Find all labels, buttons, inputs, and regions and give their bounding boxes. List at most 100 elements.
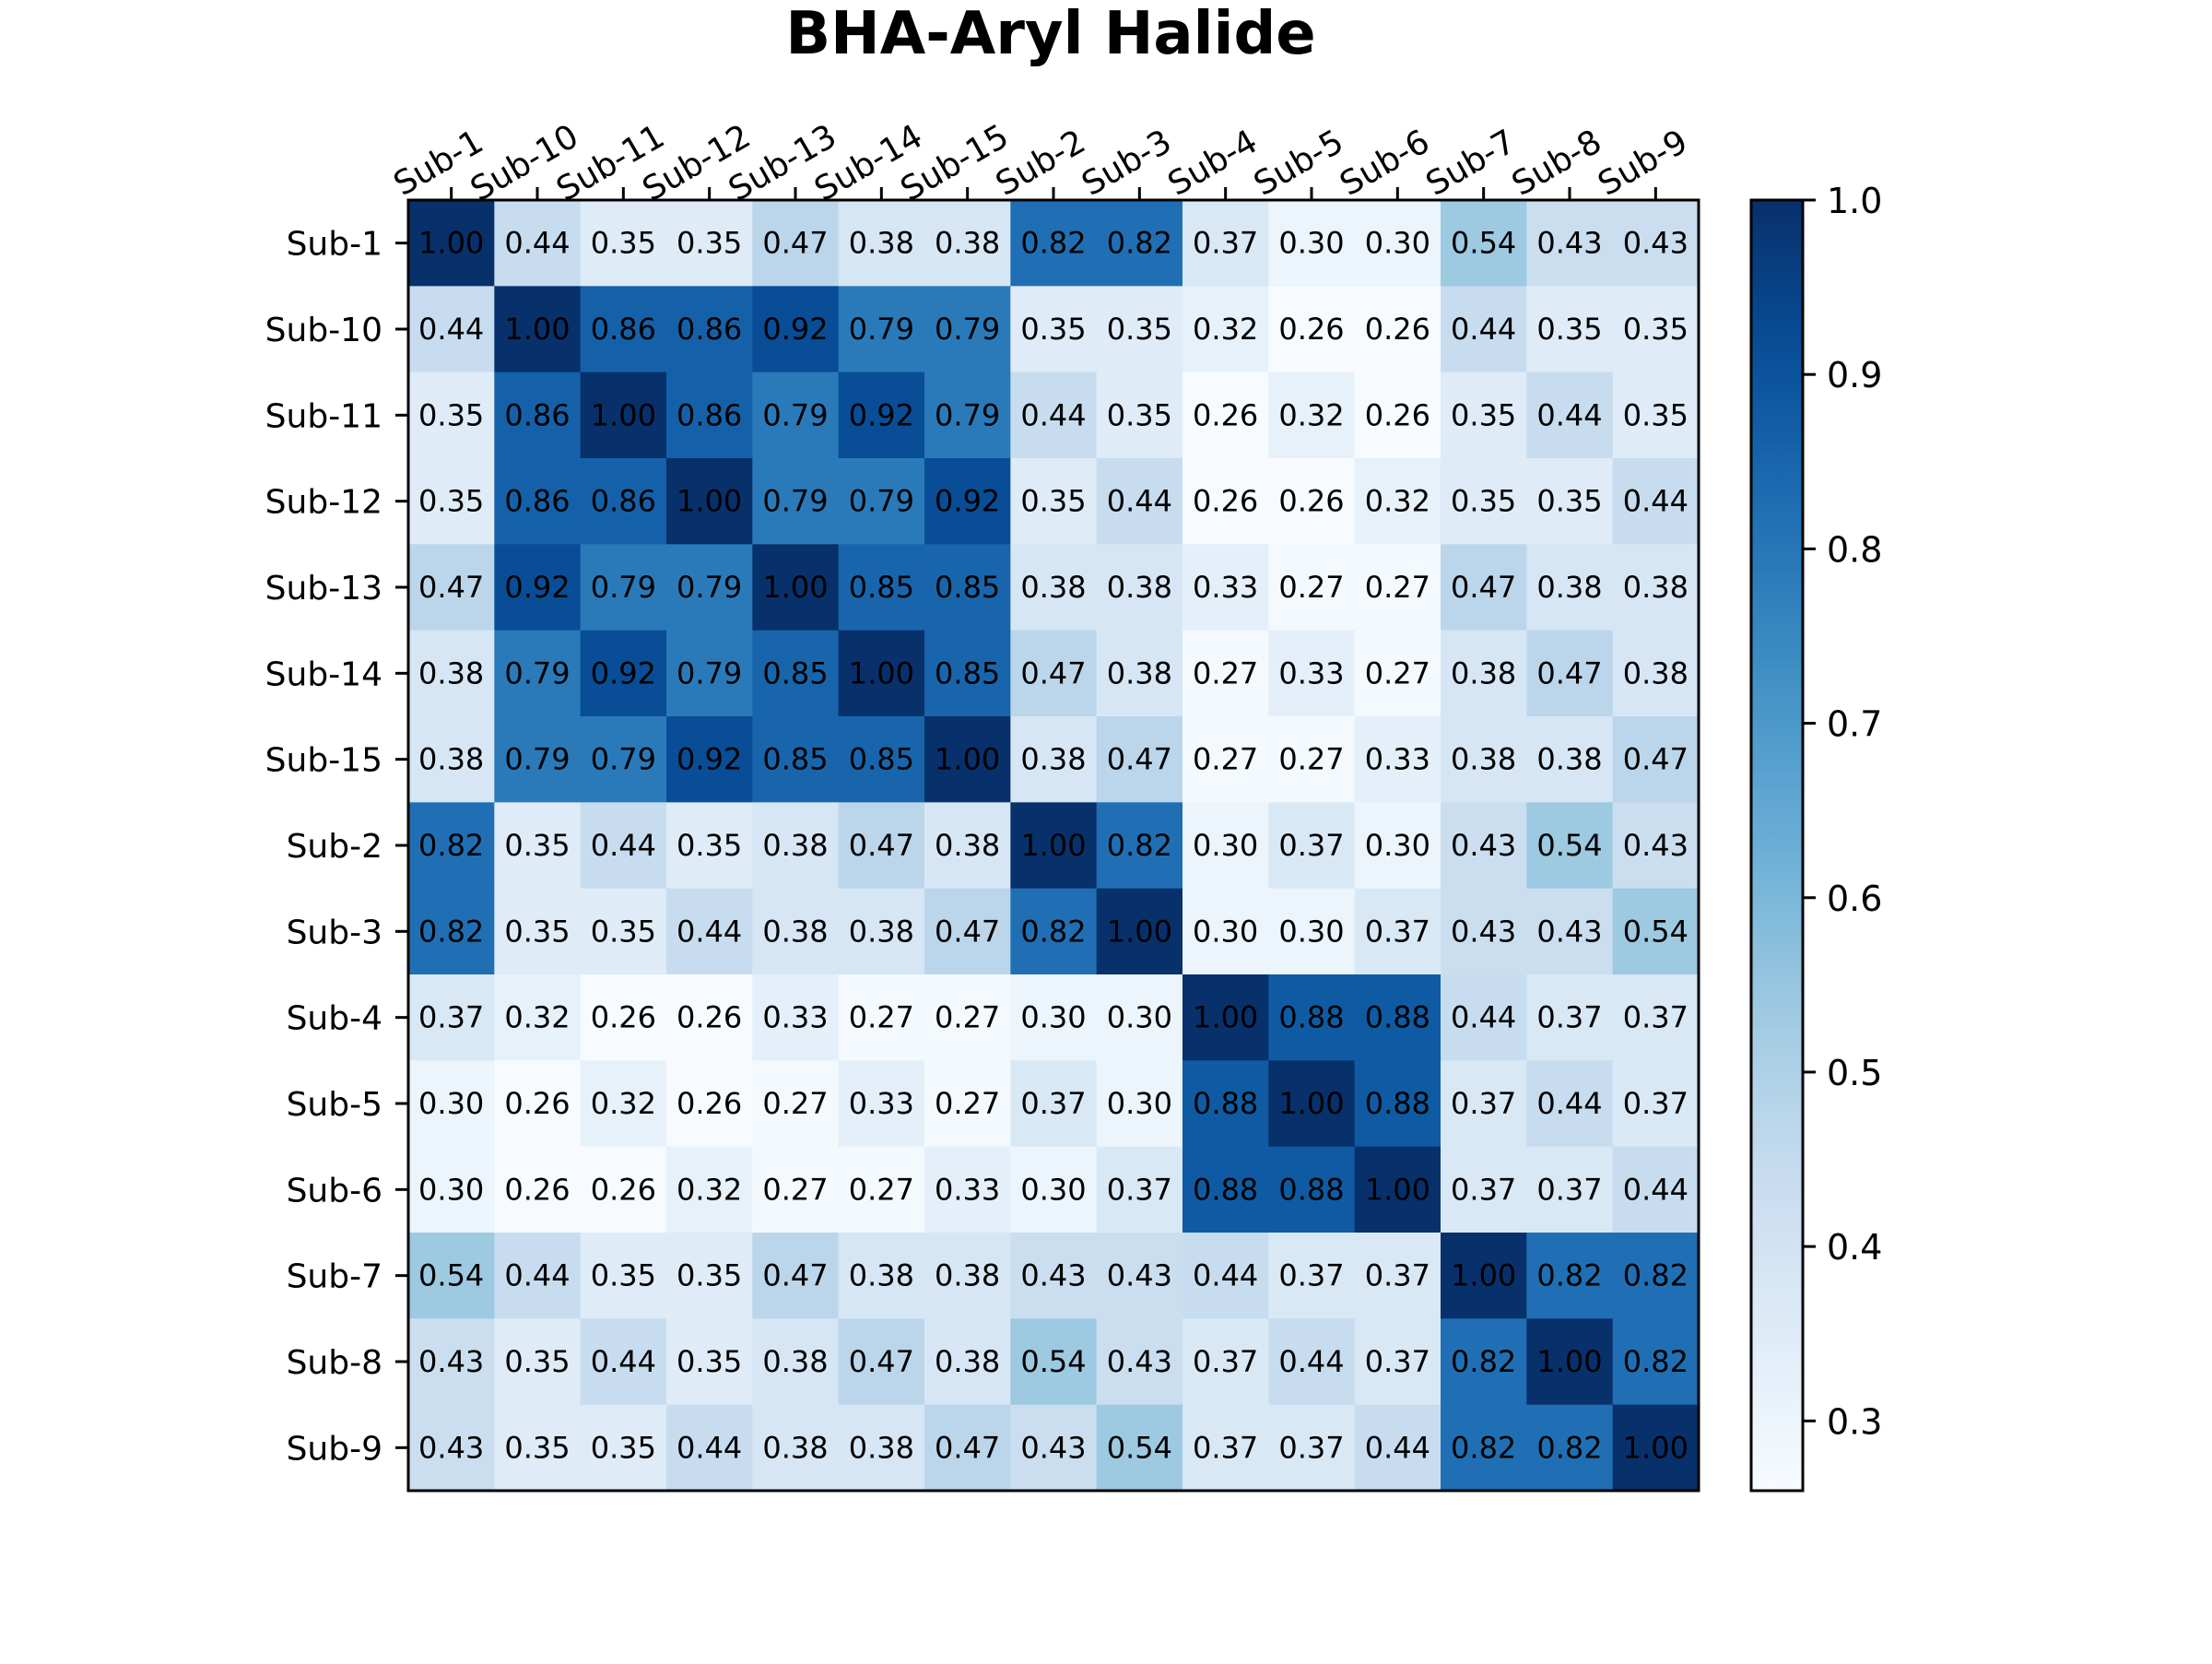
heatmap-cell bbox=[1354, 286, 1441, 373]
heatmap-cell bbox=[1182, 1060, 1269, 1148]
heatmap-cell bbox=[1010, 544, 1098, 631]
heatmap-cell bbox=[1526, 888, 1614, 975]
cell-value-label: 0.43 bbox=[1623, 226, 1688, 261]
y-tick-label: Sub-2 bbox=[287, 828, 382, 866]
cell-value-label: 0.44 bbox=[1623, 484, 1688, 519]
heatmap-cell bbox=[1268, 716, 1356, 803]
heatmap-cell bbox=[666, 888, 753, 975]
cell-value-label: 0.35 bbox=[591, 914, 656, 949]
cell-value-label: 0.88 bbox=[1365, 1086, 1430, 1121]
cell-value-label: 0.37 bbox=[1278, 828, 1344, 863]
y-tick-label: Sub-12 bbox=[265, 484, 382, 522]
cell-value-label: 0.30 bbox=[1365, 828, 1430, 863]
cell-value-label: 1.00 bbox=[1451, 1258, 1516, 1293]
heatmap-cell bbox=[1612, 1060, 1700, 1148]
x-tick-label: Sub-3 bbox=[1076, 123, 1178, 204]
heatmap-cell bbox=[580, 200, 667, 287]
y-tick-label: Sub-10 bbox=[265, 312, 382, 349]
heatmap-cell bbox=[1182, 200, 1269, 287]
heatmap-cell bbox=[1441, 1318, 1527, 1406]
cell-value-label: 1.00 bbox=[677, 484, 742, 519]
cell-value-label: 0.37 bbox=[1623, 1000, 1688, 1035]
heatmap-cell bbox=[408, 974, 495, 1061]
heatmap-cell bbox=[1526, 1318, 1614, 1406]
cell-value-label: 0.85 bbox=[849, 742, 914, 777]
cell-value-label: 0.26 bbox=[591, 1000, 656, 1035]
heatmap-cell bbox=[1526, 630, 1614, 717]
heatmap-cell bbox=[1441, 1233, 1527, 1319]
cell-value-label: 0.85 bbox=[849, 570, 914, 605]
cell-value-label: 0.30 bbox=[1193, 828, 1258, 863]
cell-value-label: 0.82 bbox=[418, 828, 484, 863]
heatmap-cell bbox=[924, 1233, 1011, 1319]
cell-value-label: 0.54 bbox=[1451, 226, 1516, 261]
heatmap-cell bbox=[1268, 1404, 1356, 1492]
heatmap-cell bbox=[408, 1318, 495, 1406]
heatmap-cell bbox=[408, 716, 495, 803]
cell-value-label: 1.00 bbox=[1278, 1086, 1344, 1121]
cell-value-label: 0.79 bbox=[935, 312, 1000, 347]
y-tick-label: Sub-11 bbox=[265, 397, 382, 435]
heatmap-cell bbox=[1268, 1060, 1356, 1148]
heatmap-cell bbox=[752, 1233, 840, 1319]
heatmap-cell bbox=[1612, 544, 1700, 631]
cell-value-label: 0.27 bbox=[935, 1086, 1000, 1121]
heatmap-cell bbox=[1268, 1146, 1356, 1233]
cell-value-label: 0.33 bbox=[849, 1086, 914, 1121]
heatmap-cell bbox=[494, 888, 582, 975]
cell-value-label: 0.30 bbox=[1020, 1172, 1086, 1207]
cell-value-label: 0.27 bbox=[849, 1000, 914, 1035]
heatmap-cell bbox=[1441, 888, 1527, 975]
cell-value-label: 0.44 bbox=[591, 1344, 656, 1379]
cell-value-label: 0.82 bbox=[418, 914, 484, 949]
heatmap-cell bbox=[666, 802, 753, 890]
heatmap-cell bbox=[408, 372, 495, 459]
heatmap-cell bbox=[494, 1146, 582, 1233]
heatmap-cell bbox=[408, 286, 495, 373]
cell-value-label: 0.43 bbox=[1107, 1344, 1172, 1379]
heatmap-cell bbox=[666, 1060, 753, 1148]
x-tick-label: Sub-8 bbox=[1506, 123, 1608, 204]
cell-value-label: 0.54 bbox=[1020, 1344, 1086, 1379]
heatmap-cell bbox=[1612, 802, 1700, 890]
cell-value-label: 0.44 bbox=[1451, 312, 1516, 347]
x-tick-label: Sub-4 bbox=[1161, 123, 1264, 204]
heatmap-cell bbox=[752, 630, 840, 717]
cell-value-label: 0.43 bbox=[1536, 226, 1602, 261]
heatmap-cell bbox=[580, 458, 667, 545]
heatmap-cell bbox=[1010, 1233, 1098, 1319]
heatmap-cell bbox=[666, 1318, 753, 1406]
cell-value-label: 0.79 bbox=[762, 397, 828, 432]
heatmap-cell bbox=[494, 802, 582, 890]
cell-value-label: 0.85 bbox=[935, 570, 1000, 605]
cell-value-label: 0.37 bbox=[1365, 1258, 1430, 1293]
cell-value-label: 0.32 bbox=[504, 1000, 570, 1035]
cell-value-label: 0.44 bbox=[1451, 1000, 1516, 1035]
heatmap-cell bbox=[838, 1404, 925, 1492]
cell-value-label: 0.30 bbox=[1020, 1000, 1086, 1035]
cell-value-label: 0.33 bbox=[762, 1000, 828, 1035]
cell-value-label: 0.27 bbox=[1193, 742, 1258, 777]
heatmap-cell bbox=[924, 1318, 1011, 1406]
heatmap-cell bbox=[838, 372, 925, 459]
cell-value-label: 0.26 bbox=[504, 1172, 570, 1207]
heatmap-cell bbox=[408, 544, 495, 631]
colorbar bbox=[1751, 200, 1803, 1491]
cell-value-label: 0.37 bbox=[1365, 914, 1430, 949]
heatmap-cell bbox=[1096, 1318, 1183, 1406]
cell-value-label: 0.33 bbox=[1193, 570, 1258, 605]
cell-value-label: 0.38 bbox=[1107, 570, 1172, 605]
heatmap-cell bbox=[1526, 372, 1614, 459]
heatmap-cell bbox=[1441, 630, 1527, 717]
heatmap-cell bbox=[494, 1060, 582, 1148]
heatmap-cell bbox=[838, 200, 925, 287]
heatmap-cell bbox=[494, 286, 582, 373]
heatmap-cell bbox=[1010, 200, 1098, 287]
cell-value-label: 0.85 bbox=[762, 655, 828, 690]
heatmap-cell bbox=[1096, 372, 1183, 459]
heatmap-cell bbox=[1612, 716, 1700, 803]
heatmap-cell bbox=[1354, 888, 1441, 975]
heatmap-cell bbox=[494, 372, 582, 459]
colorbar-tick-label: 0.6 bbox=[1827, 879, 1882, 919]
